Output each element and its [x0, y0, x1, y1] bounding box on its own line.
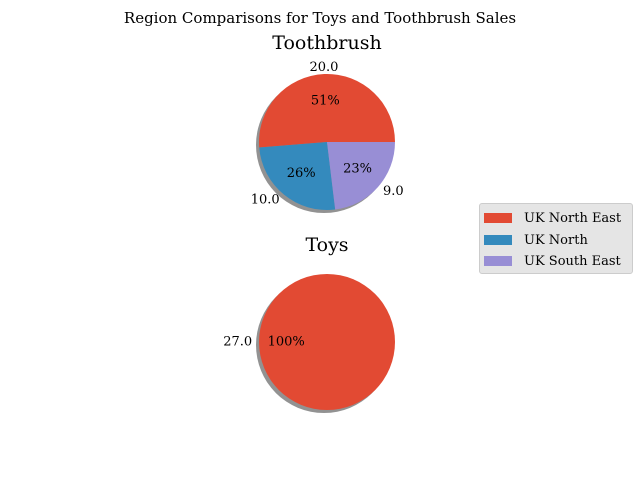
- slice-percent-label: 23%: [343, 162, 372, 177]
- chart-title-toys: Toys: [305, 234, 348, 256]
- slice-percent-label: 100%: [268, 335, 305, 350]
- legend-swatch: [484, 256, 512, 266]
- slice-value-label: 27.0: [223, 335, 252, 350]
- pie-slice-uk-north-east: [259, 274, 395, 410]
- legend-item-uk-north-east: UK North East: [484, 209, 621, 227]
- pie-chart-toothbrush: Toothbrush 20.0 51% 10.0 26% 9.0 23%: [251, 32, 404, 213]
- legend-item-uk-south-east: UK South East: [484, 252, 621, 270]
- slice-percent-label: 26%: [287, 166, 316, 181]
- figure-title: Region Comparisons for Toys and Toothbru…: [124, 9, 516, 27]
- legend-label: UK North: [524, 232, 588, 248]
- pie-slice-uk-north: [259, 142, 336, 210]
- chart-title-toothbrush: Toothbrush: [272, 32, 381, 54]
- legend-label: UK North East: [524, 210, 622, 226]
- legend-label: UK South East: [524, 253, 621, 269]
- slice-value-label: 9.0: [383, 184, 404, 199]
- pie-slice-uk-south-east: [327, 142, 395, 210]
- pie-chart-toys: Toys 27.0 100%: [223, 234, 395, 413]
- slice-value-label: 20.0: [310, 60, 339, 75]
- legend-item-uk-north: UK North: [484, 231, 588, 249]
- legend: UK North East UK North UK South East: [479, 203, 633, 274]
- legend-swatch: [484, 235, 512, 245]
- legend-swatch: [484, 213, 512, 223]
- slice-percent-label: 51%: [311, 94, 340, 109]
- pie-slice-uk-north-east: [259, 74, 395, 148]
- slice-value-label: 10.0: [251, 192, 280, 207]
